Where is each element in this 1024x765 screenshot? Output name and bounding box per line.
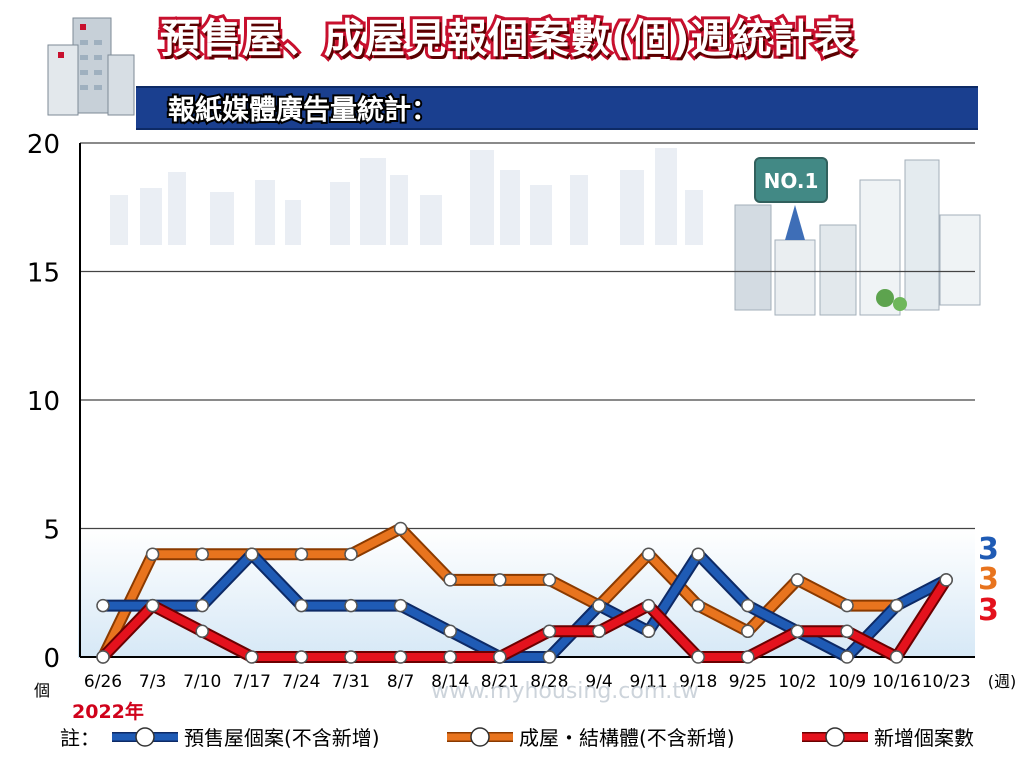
data-point-1-11 <box>641 547 656 561</box>
data-point-1-8 <box>493 573 507 587</box>
year-label: 2022年 <box>72 701 144 723</box>
data-point-2-7 <box>443 650 457 664</box>
legend-label-new: 新增個案數 <box>874 726 974 750</box>
data-point-0-16 <box>889 598 904 613</box>
legend-label-existing: 成屋・結構體(不含新增) <box>519 726 735 750</box>
x-tick-label: 10/23 <box>922 672 971 692</box>
data-point-2-8 <box>493 650 507 664</box>
series-line-2 <box>100 577 950 661</box>
data-point-0-10 <box>592 598 606 613</box>
legend-item-existing: 成屋・結構體(不含新增) <box>445 722 735 751</box>
end-label-presale: 3 <box>978 532 999 567</box>
end-label-existing: 3 <box>978 562 999 597</box>
x-tick-label: 9/4 <box>585 672 612 692</box>
legend-label-presale: 預售屋個案(不含新增) <box>184 726 380 750</box>
data-point-2-0 <box>96 650 110 664</box>
x-tick-label: 10/16 <box>872 672 921 692</box>
x-tick-label: 7/3 <box>139 672 166 692</box>
x-tick-label: 7/17 <box>233 672 271 692</box>
x-tick-label: 7/10 <box>183 672 221 692</box>
x-tick-label: 6/26 <box>84 672 122 692</box>
data-point-1-1 <box>145 547 160 561</box>
data-point-0-4 <box>294 598 309 613</box>
data-point-2-5 <box>344 650 358 664</box>
data-point-0-11 <box>641 624 656 639</box>
data-point-1-7 <box>443 573 457 587</box>
data-point-1-6 <box>393 521 408 536</box>
data-point-0-15 <box>840 650 854 664</box>
data-point-2-17 <box>939 573 953 587</box>
series-points <box>96 521 953 664</box>
data-point-2-9 <box>542 624 557 639</box>
data-point-0-13 <box>741 598 755 613</box>
data-point-0-9 <box>542 650 557 664</box>
y-tick-label: 20 <box>27 130 60 160</box>
y-unit-label: 個 <box>34 681 50 700</box>
data-point-0-3 <box>245 547 259 561</box>
legend-item-new: 新增個案數 <box>800 722 974 751</box>
x-tick-label: 8/14 <box>431 672 469 692</box>
city-illustration: NO.1 <box>734 157 981 316</box>
data-point-0-6 <box>393 598 408 613</box>
y-tick-label: 10 <box>27 387 60 417</box>
data-point-2-15 <box>840 624 854 639</box>
x-tick-label: 10/2 <box>778 672 816 692</box>
data-point-1-15 <box>840 598 854 613</box>
series-lines <box>97 522 952 663</box>
x-tick-label: 9/11 <box>630 672 668 692</box>
data-point-2-12 <box>691 650 705 664</box>
y-axis-ticks: 0 5 10 15 20 <box>27 130 60 674</box>
legend-swatch-existing <box>447 726 513 747</box>
x-tick-label: 8/21 <box>481 672 519 692</box>
legend-note-label: 註： <box>60 726 100 750</box>
x-tick-label: 8/28 <box>530 672 568 692</box>
data-point-1-9 <box>542 573 557 587</box>
grid <box>79 142 975 658</box>
sign-label: NO.1 <box>764 169 819 193</box>
legend-swatch-presale <box>112 726 178 747</box>
y-tick-label: 5 <box>43 516 60 546</box>
x-tick-label: 10/9 <box>828 672 866 692</box>
data-point-0-7 <box>443 624 457 639</box>
data-point-1-14 <box>790 573 805 587</box>
x-unit-label: (週) <box>988 672 1017 691</box>
data-point-0-12 <box>691 547 705 561</box>
data-point-1-12 <box>691 598 705 613</box>
data-point-1-2 <box>195 547 209 561</box>
watermark: www.myhousing.com.tw <box>431 679 699 704</box>
x-tick-label: 9/18 <box>679 672 717 692</box>
data-point-1-13 <box>741 624 755 639</box>
legend-swatch-new <box>802 726 868 747</box>
data-point-0-5 <box>344 598 358 613</box>
data-point-2-6 <box>393 650 408 664</box>
x-tick-label: 7/24 <box>282 672 320 692</box>
data-point-2-2 <box>195 624 209 639</box>
data-point-2-16 <box>889 650 904 664</box>
data-point-2-1 <box>145 598 160 613</box>
data-point-2-4 <box>294 650 309 664</box>
y-tick-label: 0 <box>43 644 60 674</box>
subtitle: 報紙媒體廣告量統計： <box>166 93 440 128</box>
data-point-2-3 <box>245 650 259 664</box>
data-point-2-14 <box>790 624 805 639</box>
x-axis-ticks: 6/26 7/3 7/10 7/17 7/24 7/31 8/7 8/14 8/21 8/28 9/… <box>84 672 971 692</box>
data-point-0-0 <box>96 598 110 613</box>
legend-item-presale: 預售屋個案(不含新增) <box>110 722 380 751</box>
data-point-2-13 <box>741 650 755 664</box>
end-label-new: 3 <box>978 593 999 628</box>
data-point-2-10 <box>592 624 606 639</box>
data-point-1-5 <box>344 547 358 561</box>
x-tick-label: 7/31 <box>332 672 370 692</box>
y-tick-label: 15 <box>27 259 60 289</box>
data-point-1-4 <box>294 547 309 561</box>
page-title: 預售屋、成屋見報個案數(個)週統計表 <box>157 13 857 65</box>
data-point-2-11 <box>641 598 656 613</box>
x-tick-label: 8/7 <box>387 672 414 692</box>
x-tick-label: 9/25 <box>729 672 767 692</box>
subtitle-bar <box>136 86 978 130</box>
skyline-decoration <box>110 148 703 245</box>
data-point-0-2 <box>195 598 209 613</box>
building-icon <box>47 17 135 116</box>
